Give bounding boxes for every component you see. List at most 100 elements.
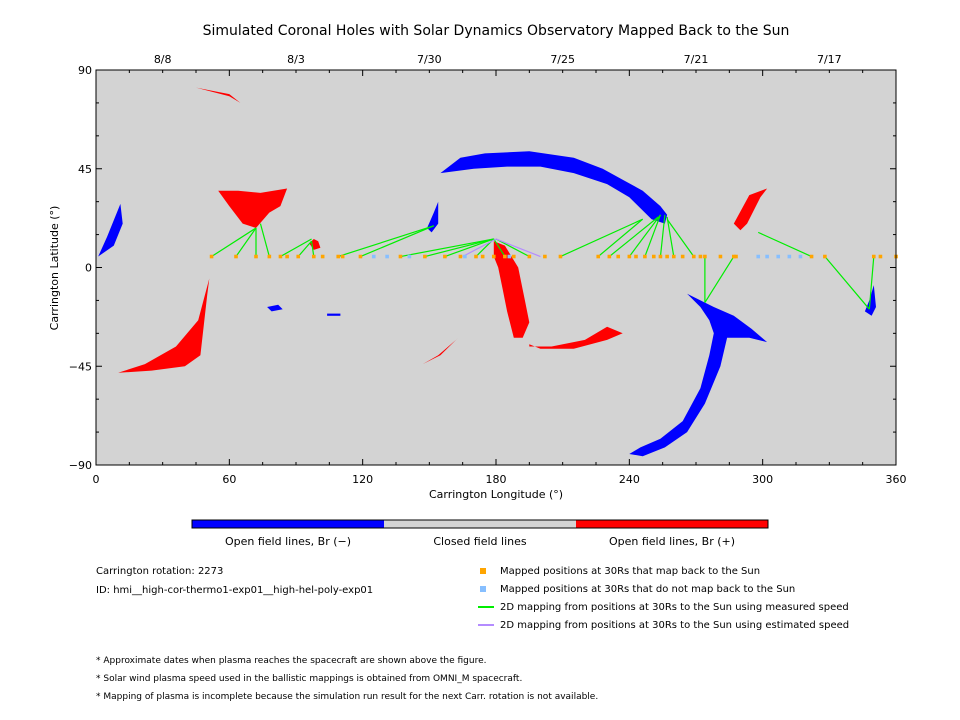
measured-mapping-line-26 xyxy=(824,256,870,310)
legend-item-2: 2D mapping from positions at 30Rs to the… xyxy=(478,602,849,613)
measured-mapping-line-17 xyxy=(608,216,659,257)
mapped-point-9 xyxy=(336,254,341,259)
mapped-point-17 xyxy=(480,254,485,259)
mapped-point-15 xyxy=(458,254,463,259)
measured-mapping-line-22 xyxy=(666,218,695,257)
colorbar-label-0: Open field lines, Br (−) xyxy=(225,535,351,548)
negative-coronal-hole-2 xyxy=(440,151,668,224)
estimated-mapping-line-1 xyxy=(462,238,497,258)
unmapped-point-9 xyxy=(798,254,803,259)
top-date-label-0: 8/8 xyxy=(154,53,172,66)
mapped-point-4 xyxy=(278,254,283,259)
unmapped-point-1 xyxy=(385,254,389,259)
mapped-point-6 xyxy=(296,254,301,259)
unmapped-point-2 xyxy=(407,254,412,259)
run-id-info: ID: hmi__high-cor-thermo1-exp01__high-he… xyxy=(96,585,374,596)
estimated-mapping-line-0 xyxy=(495,238,541,258)
mapped-point-37 xyxy=(703,254,707,259)
negative-coronal-hole-3 xyxy=(629,293,768,457)
measured-mapping-line-11 xyxy=(444,238,494,258)
mapped-point-8 xyxy=(320,254,325,259)
measured-mapping-line-5 xyxy=(297,240,313,257)
mapped-point-32 xyxy=(665,254,669,259)
mapped-point-22 xyxy=(543,254,547,259)
mapped-point-12 xyxy=(398,254,403,259)
unmapped-point-4 xyxy=(507,254,512,259)
measured-mapping-line-7 xyxy=(338,225,434,258)
legend-item-3: 2D mapping from positions at 30Rs to the… xyxy=(478,620,849,631)
measured-mapping-line-4 xyxy=(280,238,312,258)
top-date-label-5: 7/17 xyxy=(817,53,842,66)
mapped-point-26 xyxy=(616,254,621,259)
chart-title: Simulated Coronal Holes with Solar Dynam… xyxy=(203,23,790,39)
legend-label: 2D mapping from positions at 30Rs to the… xyxy=(500,602,849,613)
mapped-point-40 xyxy=(734,254,738,259)
unmapped-point-5 xyxy=(756,254,761,259)
legend-item-0: Mapped positions at 30Rs that map back t… xyxy=(478,566,760,577)
measured-mapping-line-27 xyxy=(868,256,875,310)
mapped-point-7 xyxy=(311,254,316,259)
y-tick-label-2: 0 xyxy=(85,262,92,275)
colorbar-frame xyxy=(191,519,769,529)
mapped-point-20 xyxy=(511,254,516,259)
measured-mapping-line-14 xyxy=(495,238,530,258)
negative-coronal-hole-0 xyxy=(98,203,123,257)
measured-mapping-line-25 xyxy=(757,231,812,258)
mapped-point-13 xyxy=(423,254,427,259)
mapped-point-30 xyxy=(651,254,656,259)
colorbar-label-2: Open field lines, Br (+) xyxy=(609,535,735,548)
negative-coronal-hole-5 xyxy=(267,304,283,312)
x-tick-label-2: 120 xyxy=(352,473,373,486)
legend-item-1: Mapped positions at 30Rs that do not map… xyxy=(478,584,795,595)
unmapped-point-0 xyxy=(371,254,376,259)
measured-mapping-line-1 xyxy=(235,227,257,257)
mapped-point-0 xyxy=(209,254,214,259)
x-tick-label-3: 180 xyxy=(486,473,507,486)
positive-coronal-hole-4 xyxy=(529,326,623,349)
mapped-point-42 xyxy=(823,254,827,259)
mapped-point-2 xyxy=(254,254,258,259)
axes: 0 60 120 180 240 300 360 90 45 0 −45 −90 8/8 8/3 7/30 7… xyxy=(69,53,907,486)
measured-mapping-line-13 xyxy=(493,238,506,257)
measured-mapping-line-0 xyxy=(211,227,257,258)
top-date-label-1: 8/3 xyxy=(287,53,305,66)
mapped-point-44 xyxy=(878,254,883,259)
mapped-point-23 xyxy=(558,254,563,259)
footnote-2: * Mapping of plasma is incomplete becaus… xyxy=(96,692,599,702)
mapped-point-3 xyxy=(267,254,272,259)
measured-mapping-line-18 xyxy=(628,214,661,257)
mapped-point-14 xyxy=(443,254,447,259)
measured-mapping-line-10 xyxy=(424,238,494,258)
y-tick-label-4: −90 xyxy=(69,459,92,472)
mapped-point-21 xyxy=(527,254,532,259)
y-tick-label-3: −45 xyxy=(69,360,92,373)
mapped-point-35 xyxy=(691,254,696,259)
colorbar-segment-1 xyxy=(384,520,576,528)
mapped-point-18 xyxy=(491,254,496,259)
negative-coronal-hole-6 xyxy=(327,313,341,316)
mapped-point-10 xyxy=(340,254,345,259)
footnote-0: * Approximate dates when plasma reaches … xyxy=(96,656,487,666)
measured-mapping-line-16 xyxy=(597,218,644,257)
closed-field-background xyxy=(96,70,896,465)
mapped-point-19 xyxy=(503,254,507,259)
x-tick-label-0: 0 xyxy=(93,473,100,486)
x-tick-label-5: 300 xyxy=(752,473,773,486)
plot-area xyxy=(96,70,898,465)
x-tick-label-1: 60 xyxy=(222,473,236,486)
positive-coronal-hole-1 xyxy=(218,188,288,228)
footnote-1: * Solar wind plasma speed used in the ba… xyxy=(96,674,523,684)
legend-label: Mapped positions at 30Rs that do not map… xyxy=(500,584,796,595)
measured-mapping-line-9 xyxy=(400,238,494,258)
negative-coronal-hole-1 xyxy=(427,201,439,233)
rotation-info: Carrington rotation: 2273 xyxy=(96,566,224,577)
colorbar: Open field lines, Br (−) Closed field lin… xyxy=(191,519,769,548)
mapped-point-27 xyxy=(627,254,632,259)
positive-coronal-hole-0 xyxy=(118,278,210,373)
colorbar-segment-0 xyxy=(192,520,384,528)
mapped-point-36 xyxy=(698,254,703,259)
mapped-point-34 xyxy=(680,254,685,259)
measured-mapping-line-8 xyxy=(360,225,435,258)
y-axis-label: Carrington Latitude (°) xyxy=(48,206,61,331)
measured-mapping-line-19 xyxy=(644,214,662,257)
